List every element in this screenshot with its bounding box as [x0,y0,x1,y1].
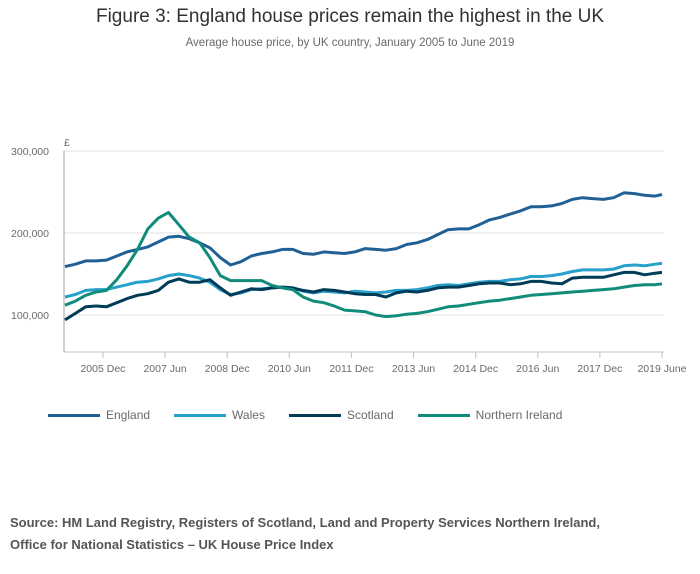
x-tick-label: 2008 Dec [205,363,250,375]
series-line-wales [64,261,663,299]
line-chart: £ 100,000 200,000 300,000 2005 Dec 2007 Jun… [11,137,687,375]
legend-item-wales[interactable]: Wales [174,408,265,422]
legend: England Wales Scotland Northern Ireland [48,408,586,422]
x-tick-label: 2016 Jun [516,363,559,375]
legend-item-england[interactable]: England [48,408,150,422]
x-axis: 2005 Dec 2007 Jun 2008 Dec 2010 Jun 2011 Dec… [64,351,687,375]
y-tick-label: 200,000 [11,228,49,240]
legend-label: England [106,408,151,422]
chart-title: Figure 3: England house prices remain th… [95,6,605,27]
x-tick-label: 2011 Dec [329,363,373,375]
x-tick-label: 2013 Jun [392,363,435,375]
y-axis: £ 100,000 200,000 300,000 [11,137,70,352]
series-lines [64,191,663,322]
legend-item-northern-ireland[interactable]: Northern Ireland [417,408,563,422]
x-tick-label: 2010 Jun [268,363,311,375]
x-tick-label: 2007 Jun [143,363,186,375]
legend-label: Wales [232,408,265,422]
legend-swatch [48,413,100,417]
source-line-2: Office for National Statistics – UK Hous… [10,537,334,552]
x-tick-label: 2017 Dec [577,363,622,375]
y-axis-unit-label: £ [64,137,70,149]
x-tick-label: 2019 June [637,363,686,375]
series-line-northern-ireland [64,211,663,319]
source-line-1: Source: HM Land Registry, Registers of S… [10,515,600,530]
series-line-scotland [64,270,663,322]
source-note: Source: HM Land Registry, Registers of S… [10,512,690,556]
y-tick-label: 300,000 [11,146,49,158]
legend-swatch [174,413,227,417]
legend-swatch [417,413,470,417]
legend-label: Scotland [346,408,394,422]
series-line-england [64,191,663,269]
legend-label: Northern Ireland [475,408,563,422]
legend-swatch [288,413,341,417]
gridlines [64,150,664,316]
legend-item-scotland[interactable]: Scotland [288,408,394,422]
chart-subtitle: Average house price, by UK country, Janu… [185,37,515,49]
x-tick-label: 2014 Dec [453,363,498,375]
x-tick-label: 2005 Dec [80,363,125,375]
y-tick-label: 100,000 [11,310,49,322]
